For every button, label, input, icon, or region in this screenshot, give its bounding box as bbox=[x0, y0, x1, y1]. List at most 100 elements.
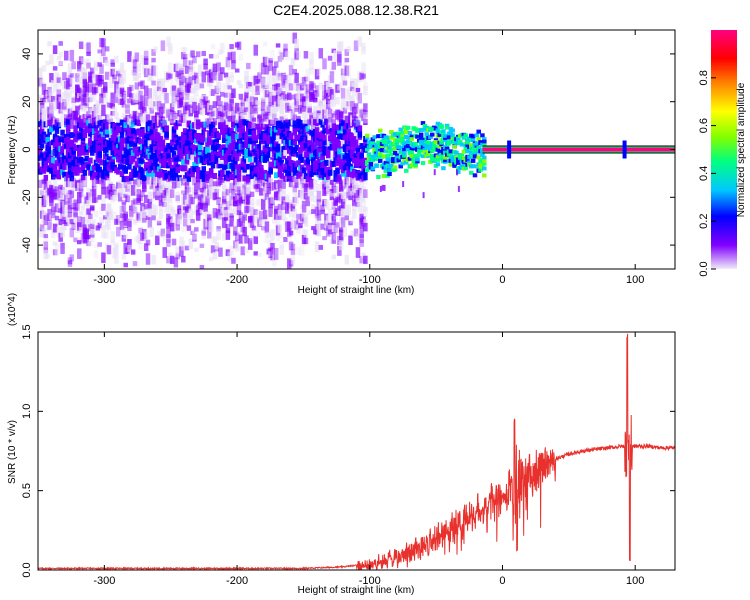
heatmap-cell bbox=[199, 264, 205, 269]
heatmap-cell bbox=[303, 183, 309, 193]
heatmap-cell bbox=[184, 65, 190, 74]
heatmap-cell bbox=[244, 92, 249, 102]
y-tick-label: 0.0 bbox=[21, 562, 33, 577]
heatmap-cell bbox=[327, 114, 333, 120]
heatmap-cell bbox=[138, 138, 143, 145]
heatmap-cell bbox=[97, 242, 102, 247]
heatmap-cell bbox=[281, 190, 286, 197]
heatmap-cell bbox=[78, 178, 84, 183]
heatmap-cell bbox=[260, 226, 266, 231]
heatmap-cell bbox=[160, 228, 166, 237]
heatmap-cell bbox=[220, 82, 225, 92]
heatmap-cell bbox=[117, 149, 123, 156]
heatmap-cell bbox=[110, 62, 115, 67]
heatmap-cell bbox=[162, 87, 167, 93]
heatmap-cell bbox=[93, 197, 99, 203]
heatmap-cell bbox=[158, 206, 164, 211]
heatmap-cell bbox=[203, 63, 208, 70]
heatmap-cell bbox=[242, 184, 247, 195]
heatmap-cell bbox=[340, 217, 346, 228]
heatmap-cell bbox=[155, 155, 160, 162]
heatmap-cell bbox=[337, 157, 342, 164]
heatmap-cell bbox=[322, 236, 327, 241]
heatmap-cell bbox=[340, 68, 346, 76]
heatmap-cell bbox=[435, 157, 441, 162]
heatmap-cell bbox=[110, 186, 115, 197]
heatmap-cell bbox=[67, 177, 73, 189]
heatmap-cell bbox=[398, 145, 403, 150]
heatmap-cell bbox=[253, 177, 259, 185]
heatmap-cell bbox=[227, 115, 233, 122]
heatmap-cell bbox=[90, 131, 95, 138]
heatmap-cell bbox=[169, 110, 175, 118]
heatmap-cell bbox=[151, 254, 156, 265]
heatmap-cell bbox=[78, 76, 84, 86]
heatmap-cell bbox=[303, 116, 309, 125]
heatmap-cell bbox=[340, 73, 346, 82]
heatmap-cell bbox=[346, 65, 351, 78]
heatmap-cell bbox=[311, 226, 316, 231]
heatmap-cell bbox=[205, 95, 210, 102]
heatmap-cell bbox=[234, 232, 240, 242]
heatmap-cell bbox=[218, 100, 223, 108]
heatmap-cell bbox=[255, 199, 260, 206]
heatmap-cell bbox=[227, 187, 233, 197]
heatmap-cell bbox=[212, 145, 218, 152]
heatmap-cell bbox=[415, 157, 420, 162]
heatmap-cell bbox=[281, 183, 286, 194]
heatmap-cell bbox=[143, 58, 149, 65]
heatmap-cell bbox=[86, 164, 91, 171]
heatmap-cell bbox=[292, 120, 298, 127]
heatmap-cell bbox=[136, 234, 141, 244]
heatmap-cell bbox=[207, 227, 212, 239]
heatmap-cell bbox=[56, 77, 62, 83]
heatmap-cell bbox=[299, 192, 305, 200]
heatmap-cell bbox=[363, 85, 368, 96]
heatmap-cell bbox=[405, 125, 411, 130]
heatmap-cell bbox=[82, 68, 88, 79]
heatmap-cell bbox=[104, 128, 110, 135]
heatmap-cell bbox=[234, 102, 240, 114]
heatmap-cell bbox=[132, 133, 138, 140]
heatmap-cell bbox=[301, 167, 307, 174]
heatmap-cell bbox=[80, 216, 86, 228]
heatmap-cell bbox=[73, 73, 78, 79]
heatmap-cell bbox=[279, 245, 285, 255]
heatmap-cell bbox=[112, 211, 117, 224]
heatmap-cell bbox=[357, 172, 363, 179]
heatmap-cell bbox=[123, 262, 128, 268]
heatmap-cell bbox=[273, 191, 279, 198]
heatmap-cell bbox=[101, 195, 106, 202]
heatmap-cell bbox=[130, 98, 136, 106]
heatmap-cell bbox=[181, 226, 186, 233]
heatmap-cell bbox=[259, 217, 264, 224]
heatmap-cell bbox=[130, 249, 136, 255]
heatmap-cell bbox=[65, 174, 71, 181]
heatmap-cell bbox=[101, 203, 106, 211]
heatmap-cell bbox=[56, 89, 62, 99]
heatmap-cell bbox=[114, 93, 119, 103]
heatmap-cell bbox=[138, 227, 143, 234]
heatmap-cell bbox=[147, 216, 153, 227]
heatmap-cell bbox=[469, 170, 474, 175]
heatmap-cell bbox=[78, 188, 84, 198]
heatmap-cell bbox=[207, 214, 212, 222]
heatmap-cell bbox=[80, 57, 86, 63]
heatmap-cell bbox=[125, 150, 130, 157]
heatmap-cell bbox=[257, 178, 262, 189]
heatmap-cell bbox=[229, 183, 234, 190]
heatmap-cell bbox=[312, 195, 318, 203]
heatmap-cell bbox=[145, 180, 151, 185]
heatmap-cell bbox=[112, 194, 117, 201]
heatmap-cell bbox=[231, 153, 236, 160]
heatmap-cell bbox=[38, 134, 43, 141]
heatmap-cell bbox=[112, 185, 117, 195]
heatmap-cell bbox=[145, 253, 151, 265]
heatmap-cell bbox=[446, 139, 452, 144]
heatmap-cell bbox=[337, 206, 342, 211]
heatmap-cell bbox=[335, 144, 340, 151]
heatmap-cell bbox=[234, 68, 240, 73]
heatmap-cell bbox=[342, 80, 348, 86]
heatmap-cell bbox=[177, 120, 182, 127]
heatmap-cell bbox=[355, 197, 361, 203]
